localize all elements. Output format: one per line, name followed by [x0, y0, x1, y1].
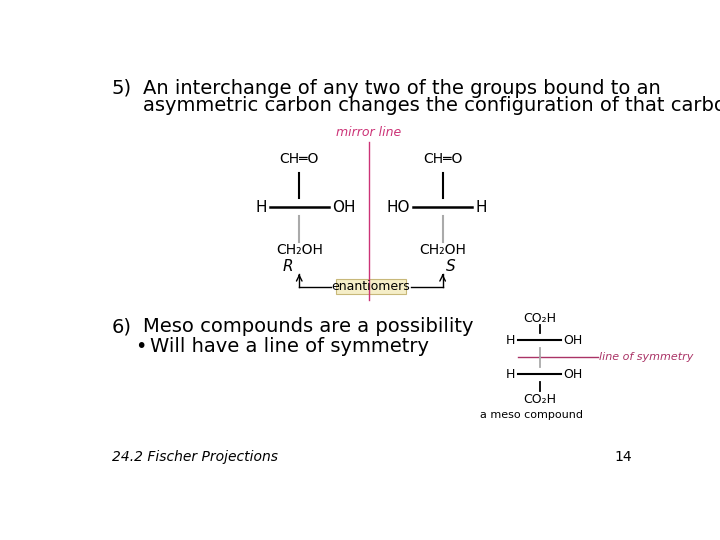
Text: CO₂H: CO₂H — [523, 393, 556, 406]
Text: 6): 6) — [112, 318, 132, 336]
Text: H: H — [255, 200, 266, 215]
Text: OH: OH — [332, 200, 355, 215]
Text: asymmetric carbon changes the configuration of that carbon: asymmetric carbon changes the configurat… — [143, 96, 720, 114]
Text: 14: 14 — [615, 450, 632, 464]
Text: enantiomers: enantiomers — [332, 280, 410, 293]
Text: H: H — [506, 368, 516, 381]
Text: CH═O: CH═O — [423, 152, 462, 166]
Text: CH₂OH: CH₂OH — [276, 244, 323, 258]
Text: mirror line: mirror line — [336, 126, 402, 139]
Text: OH: OH — [564, 368, 582, 381]
Text: OH: OH — [564, 334, 582, 347]
Text: H: H — [475, 200, 487, 215]
Text: CH₂OH: CH₂OH — [419, 244, 466, 258]
Text: An interchange of any two of the groups bound to an: An interchange of any two of the groups … — [143, 79, 660, 98]
Text: R: R — [282, 259, 293, 274]
Text: S: S — [446, 259, 455, 274]
Text: 24.2 Fischer Projections: 24.2 Fischer Projections — [112, 450, 278, 464]
Text: H: H — [506, 334, 516, 347]
Text: •: • — [135, 336, 146, 356]
Text: 5): 5) — [112, 79, 132, 98]
Text: Will have a line of symmetry: Will have a line of symmetry — [150, 336, 429, 356]
Text: CH═O: CH═O — [279, 152, 319, 166]
Text: HO: HO — [387, 200, 410, 215]
Text: line of symmetry: line of symmetry — [599, 353, 693, 362]
FancyBboxPatch shape — [336, 279, 406, 294]
Text: a meso compound: a meso compound — [480, 410, 583, 420]
Text: Meso compounds are a possibility: Meso compounds are a possibility — [143, 318, 473, 336]
Text: CO₂H: CO₂H — [523, 312, 556, 325]
